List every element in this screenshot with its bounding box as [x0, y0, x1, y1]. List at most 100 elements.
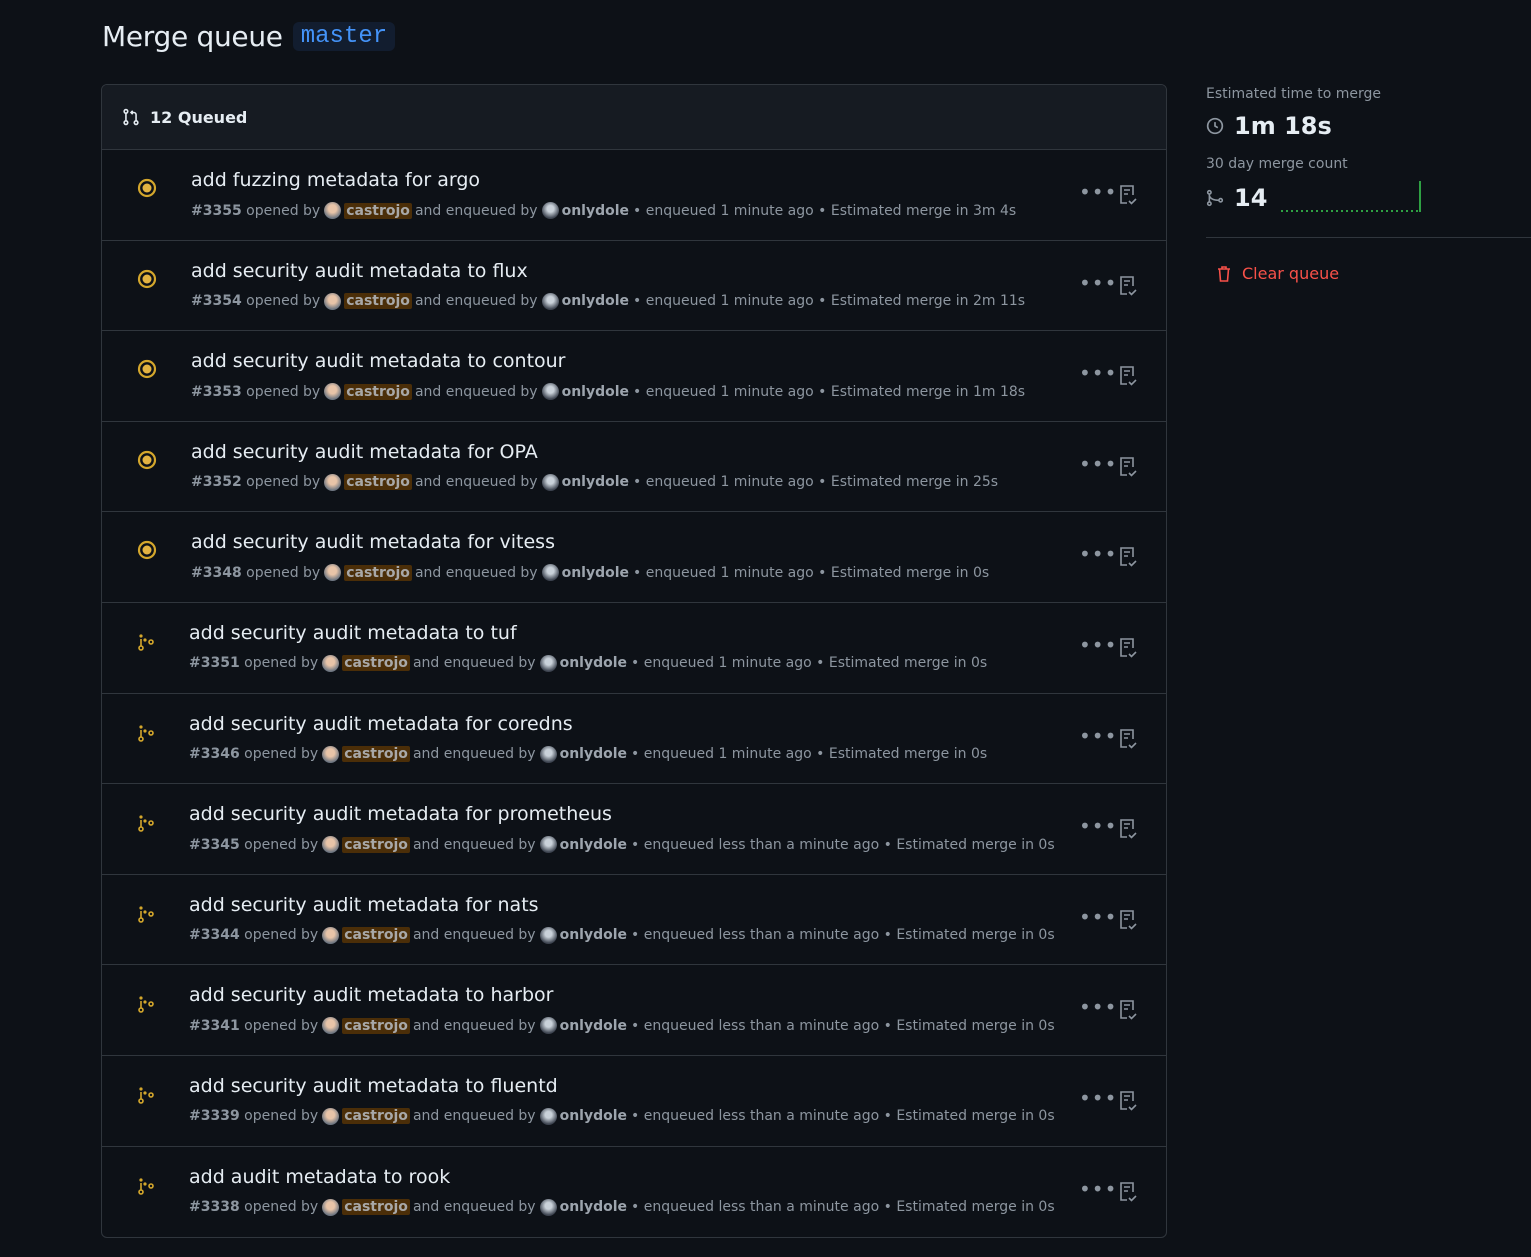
- enqueuer-link[interactable]: onlydole: [559, 1017, 628, 1034]
- enqueuer-link[interactable]: onlydole: [561, 383, 630, 400]
- pr-title-link[interactable]: add fuzzing metadata for argo: [191, 169, 480, 191]
- enqueuer-link[interactable]: onlydole: [559, 836, 628, 853]
- pr-title-link[interactable]: add security audit metadata for vitess: [191, 531, 555, 554]
- merge-estimate: Estimated merge in 0s: [828, 655, 988, 672]
- enqueuer-link[interactable]: onlydole: [561, 474, 630, 491]
- checklist-icon[interactable]: [1118, 909, 1138, 931]
- pr-title-link[interactable]: add security audit metadata for OPA: [191, 440, 538, 463]
- author-link[interactable]: castrojo: [342, 1017, 410, 1034]
- author-avatar[interactable]: [324, 202, 342, 219]
- kebab-menu-icon[interactable]: •••: [1079, 270, 1118, 295]
- kebab-menu-icon[interactable]: •••: [1079, 904, 1118, 929]
- author-avatar[interactable]: [324, 292, 342, 310]
- kebab-menu-icon[interactable]: •••: [1079, 180, 1118, 204]
- enqueuer-link[interactable]: onlydole: [561, 202, 630, 219]
- enqueuer-avatar[interactable]: [541, 202, 559, 219]
- author-avatar[interactable]: [322, 654, 340, 672]
- enqueuer-link[interactable]: onlydole: [561, 293, 630, 310]
- author-link[interactable]: castrojo: [344, 564, 412, 581]
- enqueuer-link[interactable]: onlydole: [559, 1199, 628, 1216]
- enqueuer-avatar[interactable]: [539, 745, 557, 763]
- author-avatar[interactable]: [324, 383, 342, 401]
- checklist-icon[interactable]: [1118, 365, 1138, 387]
- author-avatar[interactable]: [322, 1107, 340, 1125]
- pr-number[interactable]: #3346: [189, 746, 240, 763]
- author-link[interactable]: castrojo: [342, 746, 410, 763]
- kebab-menu-icon[interactable]: •••: [1079, 1176, 1118, 1201]
- pr-title-link[interactable]: add audit metadata to rook: [189, 1165, 451, 1188]
- pr-title-link[interactable]: add security audit metadata for promethe…: [189, 803, 612, 826]
- enqueuer-avatar[interactable]: [539, 836, 557, 854]
- author-link[interactable]: castrojo: [342, 836, 410, 853]
- author-avatar[interactable]: [322, 836, 340, 854]
- author-link[interactable]: castrojo: [342, 655, 410, 672]
- pr-number[interactable]: #3348: [191, 564, 242, 581]
- checklist-icon[interactable]: [1118, 1181, 1138, 1203]
- enqueuer-avatar[interactable]: [541, 292, 559, 310]
- kebab-menu-icon[interactable]: •••: [1079, 995, 1118, 1020]
- pr-number[interactable]: #3338: [189, 1199, 240, 1216]
- author-link[interactable]: castrojo: [344, 293, 412, 310]
- checklist-icon[interactable]: [1118, 546, 1138, 568]
- enqueuer-link[interactable]: onlydole: [559, 927, 628, 944]
- pr-title-link[interactable]: add security audit metadata to flux: [191, 259, 528, 282]
- checklist-icon[interactable]: [1118, 275, 1138, 297]
- author-avatar[interactable]: [324, 564, 342, 582]
- pr-number[interactable]: #3355: [191, 202, 242, 219]
- pr-title-link[interactable]: add security audit metadata to contour: [191, 350, 566, 373]
- author-link[interactable]: castrojo: [344, 383, 412, 400]
- enqueuer-link[interactable]: onlydole: [561, 564, 630, 581]
- author-link[interactable]: castrojo: [342, 1199, 410, 1216]
- checklist-icon[interactable]: [1118, 456, 1138, 478]
- pr-title-link[interactable]: add security audit metadata to fluentd: [189, 1074, 558, 1097]
- author-link[interactable]: castrojo: [342, 927, 410, 944]
- kebab-menu-icon[interactable]: •••: [1079, 542, 1118, 567]
- pr-number[interactable]: #3345: [189, 836, 240, 853]
- enqueuer-link[interactable]: onlydole: [559, 746, 628, 763]
- pr-number[interactable]: #3351: [189, 655, 240, 672]
- author-link[interactable]: castrojo: [342, 1108, 410, 1125]
- checklist-icon[interactable]: [1118, 1090, 1138, 1112]
- enqueuer-avatar[interactable]: [539, 1107, 557, 1125]
- kebab-menu-icon[interactable]: •••: [1079, 632, 1118, 657]
- pr-number[interactable]: #3353: [191, 383, 242, 400]
- clear-queue-button[interactable]: Clear queue: [1216, 264, 1339, 283]
- enqueuer-avatar[interactable]: [541, 473, 559, 491]
- checklist-icon[interactable]: [1118, 637, 1138, 659]
- enqueuer-avatar[interactable]: [541, 383, 559, 401]
- author-link[interactable]: castrojo: [344, 474, 412, 491]
- pr-number[interactable]: #3339: [189, 1108, 240, 1125]
- author-avatar[interactable]: [324, 473, 342, 491]
- pr-number[interactable]: #3344: [189, 927, 240, 944]
- pr-number[interactable]: #3354: [191, 293, 242, 310]
- kebab-menu-icon[interactable]: •••: [1079, 361, 1118, 386]
- pr-title-link[interactable]: add security audit metadata for nats: [189, 893, 539, 916]
- author-avatar[interactable]: [322, 1017, 340, 1035]
- enqueuer-avatar[interactable]: [539, 1017, 557, 1035]
- enqueuer-avatar[interactable]: [539, 926, 557, 944]
- enqueuer-avatar[interactable]: [539, 1198, 557, 1216]
- kebab-menu-icon[interactable]: •••: [1079, 451, 1118, 476]
- checklist-icon[interactable]: [1118, 999, 1138, 1021]
- enqueuer-link[interactable]: onlydole: [559, 1108, 628, 1125]
- kebab-menu-icon[interactable]: •••: [1079, 814, 1118, 839]
- author-link[interactable]: castrojo: [344, 202, 412, 219]
- queue-row: add security audit metadata for coredns …: [102, 694, 1166, 785]
- author-avatar[interactable]: [322, 926, 340, 944]
- pr-number[interactable]: #3352: [191, 474, 242, 491]
- pr-title-link[interactable]: add security audit metadata to tuf: [189, 621, 517, 644]
- checklist-icon[interactable]: [1118, 728, 1138, 750]
- pr-title-link[interactable]: add security audit metadata for coredns: [189, 712, 573, 735]
- kebab-menu-icon[interactable]: •••: [1079, 723, 1118, 748]
- enqueuer-avatar[interactable]: [539, 654, 557, 672]
- checklist-icon[interactable]: [1118, 184, 1138, 206]
- author-avatar[interactable]: [322, 1198, 340, 1216]
- author-avatar[interactable]: [322, 745, 340, 763]
- pr-number[interactable]: #3341: [189, 1017, 240, 1034]
- checklist-icon[interactable]: [1118, 818, 1138, 840]
- pr-title-link[interactable]: add security audit metadata to harbor: [189, 984, 554, 1007]
- enqueuer-avatar[interactable]: [541, 564, 559, 582]
- kebab-menu-icon[interactable]: •••: [1079, 1085, 1118, 1110]
- enqueuer-link[interactable]: onlydole: [559, 655, 628, 672]
- branch-label[interactable]: master: [292, 22, 396, 51]
